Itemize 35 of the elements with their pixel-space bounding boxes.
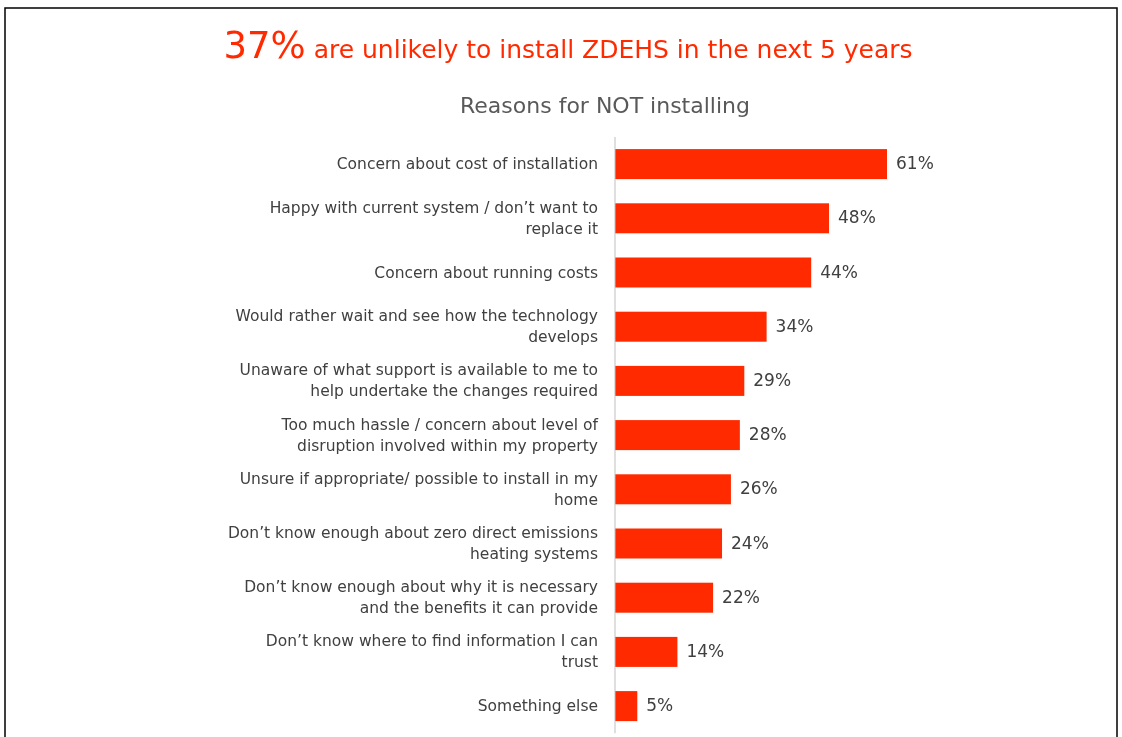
y-tick-label: Happy with current system / don’t want to replace it [269, 198, 598, 238]
bar [615, 149, 887, 180]
data-label: 44% [820, 261, 858, 282]
y-tick-label: Don’t know where to find information I can trust [265, 631, 598, 671]
data-label: 24% [731, 532, 769, 553]
bar [615, 582, 714, 613]
bar [615, 257, 812, 288]
data-label: 22% [722, 586, 760, 607]
data-label: 29% [753, 369, 792, 390]
bar [615, 474, 731, 505]
bar [615, 203, 830, 234]
bar [615, 528, 723, 559]
y-tick-label: Concern about running costs [374, 263, 598, 281]
data-label: 48% [838, 207, 876, 228]
data-label: 61% [896, 153, 934, 174]
bar [615, 311, 767, 342]
data-label: 34% [775, 315, 814, 336]
bar [615, 365, 745, 396]
y-tick-label: Too much hassle / concern about level of disruption involved within my property [280, 415, 599, 455]
y-tick-label: Something else [477, 696, 598, 715]
y-tick-label: Don’t know enough about why it is necessary and the benefits it can provide [244, 577, 598, 617]
data-label: 26% [739, 478, 778, 499]
y-tick-label: Unaware of what support is available to me to help undertake the changes required [239, 360, 598, 400]
bar [615, 691, 638, 722]
chart-subtitle: Reasons for NOT installing [460, 93, 750, 118]
bar [615, 420, 740, 451]
y-tick-label: Would rather wait and see how the technology develops [235, 306, 598, 346]
data-label: 5% [646, 695, 674, 716]
y-tick-label: Concern about cost of installation [336, 154, 598, 173]
y-tick-label: Don’t know enough about zero direct emissions heating systems [227, 523, 598, 563]
data-label: 28% [748, 424, 787, 445]
chart-title: 37% are unlikely to install ZDEHS in the next 5 years [223, 24, 913, 67]
y-tick-label: Unsure if appropriate/ possible to install in my home [239, 469, 598, 509]
bar [615, 636, 678, 667]
data-label: 14% [686, 640, 725, 661]
